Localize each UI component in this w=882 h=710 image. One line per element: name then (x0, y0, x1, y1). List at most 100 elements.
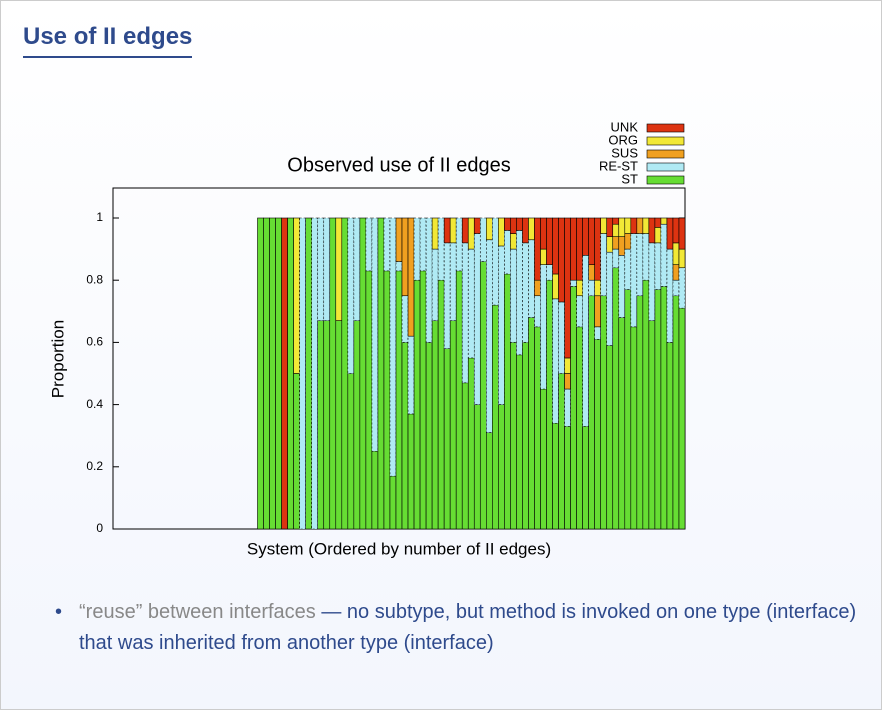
bar-segment (473, 217, 481, 234)
bar-segment (642, 279, 650, 530)
bar-segment (582, 217, 589, 256)
bar-segment (347, 373, 355, 530)
bar-segment (612, 267, 620, 530)
bar-segment (377, 217, 385, 530)
bar-segment (443, 348, 451, 530)
bar-segment (461, 217, 469, 244)
y-tick-label: 0.8 (86, 272, 103, 286)
bar-segment (588, 217, 595, 265)
bar-segment (540, 217, 547, 250)
bar-segment (407, 413, 415, 530)
bar-segment (479, 217, 487, 262)
bar-segment (564, 426, 571, 530)
bar-segment (455, 217, 463, 272)
bar-segment (570, 286, 577, 530)
bar-segment (624, 289, 632, 530)
y-tick-label: 0.2 (86, 459, 103, 473)
bar-segment (492, 304, 499, 530)
bar-segment (449, 242, 457, 321)
bar-segment (672, 295, 680, 530)
bar-segment (618, 255, 626, 318)
legend-label: UNK (611, 119, 639, 134)
bar-segment (395, 270, 403, 530)
bar-segment (660, 223, 668, 287)
bar-segment (365, 270, 373, 530)
bar-segment (425, 217, 433, 343)
bar-segment (359, 217, 367, 530)
bar-segment (624, 248, 632, 290)
bar-segment (504, 217, 511, 231)
y-axis-label: Proportion (48, 320, 67, 398)
bar-segment (449, 217, 457, 244)
bullet-dot: • (55, 601, 63, 623)
bar-segment (335, 217, 343, 321)
bar-segment (443, 242, 451, 349)
bar-segment (431, 217, 439, 250)
bar-segment (504, 273, 511, 530)
bar-segment (401, 217, 409, 297)
bar-segment (564, 217, 571, 359)
y-tick-label: 0.6 (86, 335, 103, 349)
bar-segment (522, 242, 529, 343)
bar-segment (654, 242, 662, 290)
bar-segment (407, 335, 415, 415)
bar-segment (546, 279, 553, 530)
y-tick-label: 1 (96, 210, 103, 224)
bar-segment (431, 320, 439, 530)
bar-segment (642, 217, 650, 234)
bar-segment (522, 342, 529, 530)
bar-segment (299, 217, 306, 530)
bar-segment (672, 217, 680, 244)
bar-segment (594, 217, 602, 281)
bar-segment (383, 217, 391, 272)
bar-segment (660, 217, 668, 225)
bar-segment (335, 320, 343, 530)
bar-segment (371, 450, 379, 530)
bar-segment (654, 227, 662, 244)
bar-segment (534, 279, 541, 297)
bar-segment (678, 217, 686, 250)
legend-swatch (646, 136, 685, 146)
bar-segment (341, 217, 349, 530)
bar-segment (365, 217, 373, 272)
bar-segment (347, 217, 355, 374)
bar-segment (371, 217, 379, 452)
bar-segment (293, 373, 300, 530)
bar-segment (443, 217, 451, 244)
bar-segment (594, 338, 602, 530)
bar-segment (594, 326, 602, 340)
bar-segment (431, 248, 439, 321)
bar-segment (534, 326, 541, 530)
bar-segment (648, 320, 656, 530)
bar-segment (419, 217, 427, 272)
bar-segment (564, 357, 571, 374)
bar-segment (486, 217, 493, 241)
bar-segment (281, 217, 288, 530)
bar-segment (498, 404, 505, 530)
bar-segment (612, 248, 620, 269)
bullet-quote: “reuse” between interfaces (79, 601, 316, 623)
bar-segment (455, 270, 463, 530)
legend-swatch (646, 149, 685, 159)
bar-segment (594, 295, 602, 328)
bar-segment (552, 298, 559, 424)
bar-segment (528, 317, 535, 530)
bar-segment (564, 373, 571, 390)
bar-segment (678, 248, 686, 269)
chart: Observed use of II edges System (Ordered… (48, 119, 686, 558)
bar-segment (660, 286, 668, 530)
bar-segment (516, 217, 523, 231)
bar-segment (672, 242, 680, 265)
bar-segment (636, 295, 644, 530)
bar-segment (449, 320, 457, 530)
bar-segment (582, 426, 589, 530)
bar-segment (395, 261, 403, 272)
bar-segment (287, 217, 294, 530)
legend-swatch (646, 162, 685, 172)
bar-segment (600, 217, 608, 234)
bar-segment (504, 230, 511, 275)
chart-title: Observed use of II edges (287, 154, 510, 176)
legend-label: ST (621, 171, 638, 186)
bar-segment (552, 273, 559, 300)
